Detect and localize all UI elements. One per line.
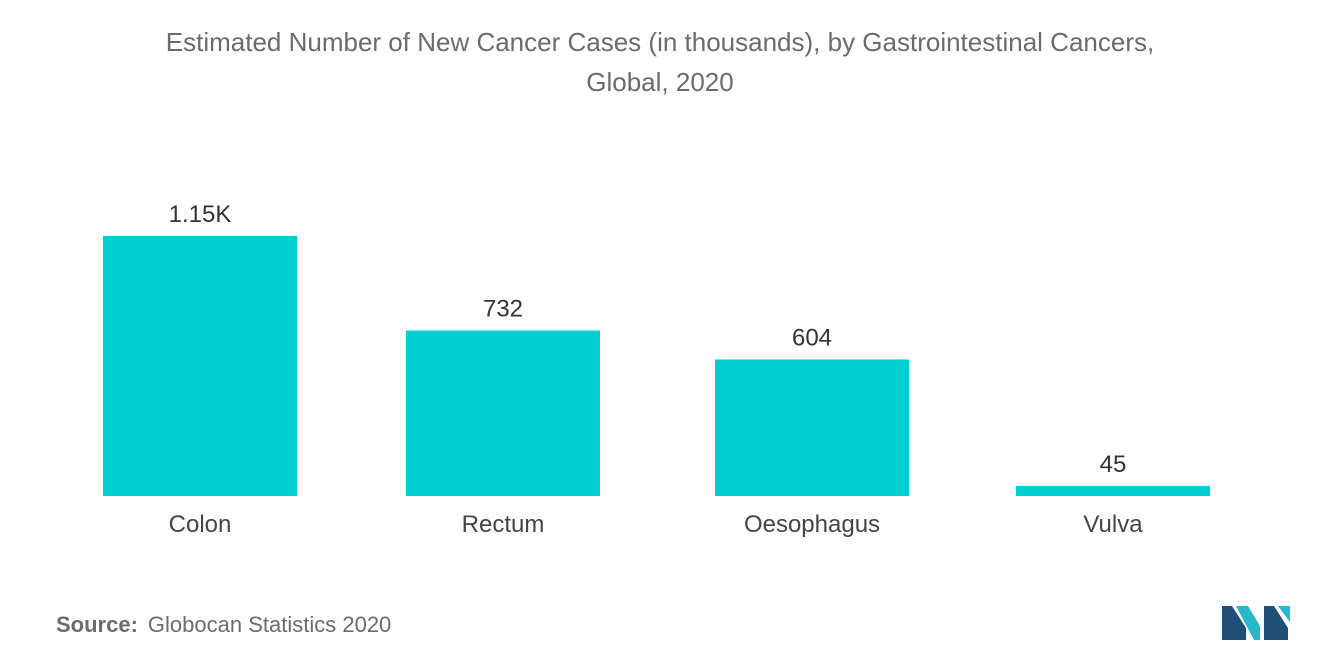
data-label-oesophagus: 604 <box>792 324 832 351</box>
chart-title-line-1: Estimated Number of New Cancer Cases (in… <box>165 27 1155 57</box>
logo-shape-right-accent <box>1278 606 1290 622</box>
data-label-colon: 1.15K <box>169 201 232 228</box>
x-tick-label-colon: Colon <box>169 511 232 538</box>
x-tick-label-rectum: Rectum <box>462 511 545 538</box>
data-label-vulva: 45 <box>1100 451 1127 478</box>
x-tick-label-vulva: Vulva <box>1083 511 1143 538</box>
chart-title-line-2: Global, 2020 <box>586 67 734 97</box>
data-label-rectum: 732 <box>483 296 523 323</box>
bar-rectum <box>406 330 600 496</box>
bar-oesophagus <box>715 359 909 496</box>
company-logo-icon <box>1222 606 1290 640</box>
chart-title: Estimated Number of New Cancer Cases (in… <box>0 22 1320 102</box>
logo-shape-right <box>1264 606 1288 640</box>
logo-shape-mid <box>1236 606 1260 640</box>
source-note: Source: Globocan Statistics 2020 <box>56 612 391 638</box>
logo-shape-left <box>1222 606 1246 640</box>
bar-vulva <box>1016 485 1210 496</box>
source-text: Globocan Statistics 2020 <box>147 612 392 637</box>
bar-colon <box>103 236 297 496</box>
source-label: Source: <box>56 612 138 637</box>
x-tick-label-oesophagus: Oesophagus <box>744 511 880 538</box>
